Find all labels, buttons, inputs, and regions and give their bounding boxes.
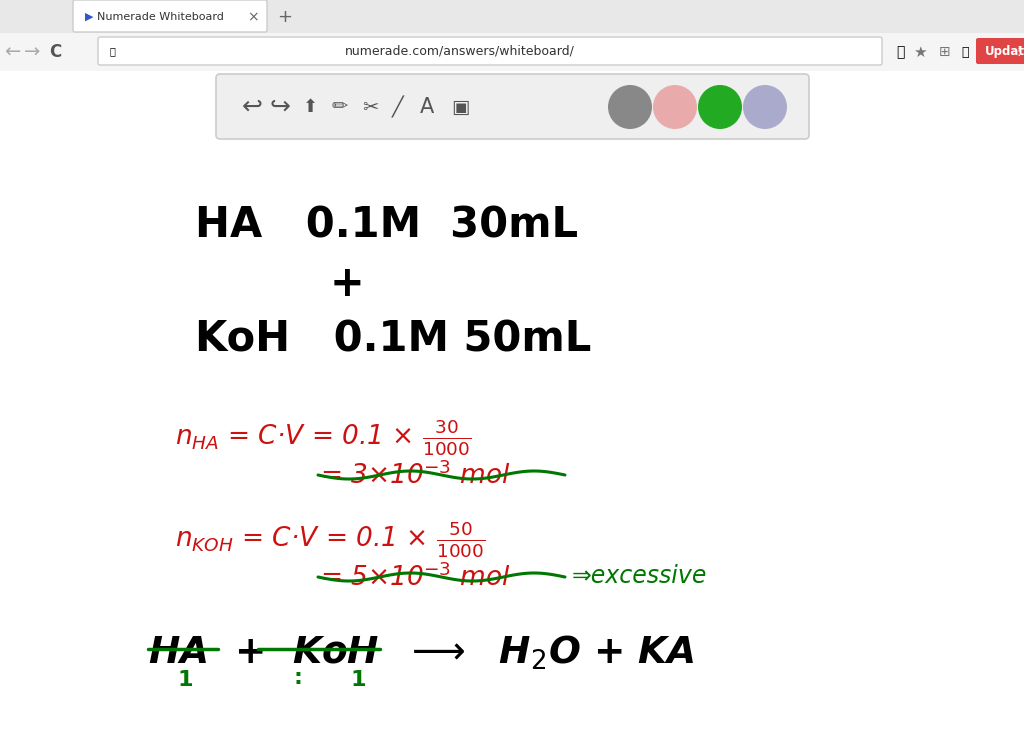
Circle shape: [608, 85, 652, 129]
Text: ⋮: ⋮: [1005, 45, 1024, 58]
Text: 1: 1: [177, 670, 193, 690]
Text: KoH   0.1M 50mL: KoH 0.1M 50mL: [195, 318, 592, 360]
FancyBboxPatch shape: [73, 0, 267, 32]
Text: ▶: ▶: [85, 12, 93, 22]
FancyBboxPatch shape: [98, 37, 882, 65]
Text: = 5×10$^{-3}$ mol: = 5×10$^{-3}$ mol: [319, 564, 511, 592]
Text: Numerade Whiteboard: Numerade Whiteboard: [97, 12, 224, 22]
Text: = 3×10$^{-3}$ mol: = 3×10$^{-3}$ mol: [319, 462, 511, 490]
FancyBboxPatch shape: [976, 38, 1024, 64]
Text: 🔊: 🔊: [962, 45, 969, 59]
Text: ⇒excessive: ⇒excessive: [572, 564, 708, 588]
Text: ↩: ↩: [242, 95, 262, 119]
Circle shape: [743, 85, 787, 129]
Text: ╱: ╱: [392, 96, 403, 118]
Text: 🔖: 🔖: [896, 45, 904, 59]
Text: ⬆: ⬆: [302, 98, 317, 116]
Text: :: :: [294, 668, 302, 688]
Text: $n_{HA}$ = C·V = 0.1 × $\frac{30}{1000}$: $n_{HA}$ = C·V = 0.1 × $\frac{30}{1000}$: [175, 418, 471, 458]
Text: ★: ★: [913, 45, 927, 59]
Text: HA  +  KoH  $\longrightarrow$  H$_2$O + KA: HA + KoH $\longrightarrow$ H$_2$O + KA: [148, 634, 694, 672]
Text: ⊞: ⊞: [939, 45, 951, 59]
Text: 🔒: 🔒: [110, 46, 115, 56]
Text: ✂: ✂: [361, 97, 378, 116]
Text: →: →: [24, 42, 40, 61]
Text: +: +: [278, 8, 293, 26]
Text: C: C: [49, 43, 61, 61]
Text: A: A: [420, 97, 434, 117]
Circle shape: [698, 85, 742, 129]
Circle shape: [653, 85, 697, 129]
FancyBboxPatch shape: [216, 74, 809, 139]
Text: HA   0.1M  30mL: HA 0.1M 30mL: [195, 205, 579, 247]
Text: ×: ×: [247, 10, 259, 24]
Text: +: +: [330, 263, 365, 305]
Text: numerade.com/answers/whiteboard/: numerade.com/answers/whiteboard/: [345, 45, 574, 58]
Text: ←: ←: [4, 42, 20, 61]
Text: ✏: ✏: [332, 97, 348, 116]
Text: ↪: ↪: [269, 95, 291, 119]
Text: 1: 1: [350, 670, 366, 690]
Text: $n_{KOH}$ = C·V = 0.1 × $\frac{50}{1000}$: $n_{KOH}$ = C·V = 0.1 × $\frac{50}{1000}…: [175, 520, 485, 560]
Bar: [0, 33, 1024, 71]
Bar: [0, 0, 1024, 33]
Text: Update: Update: [985, 45, 1024, 58]
Text: ▣: ▣: [451, 97, 469, 116]
